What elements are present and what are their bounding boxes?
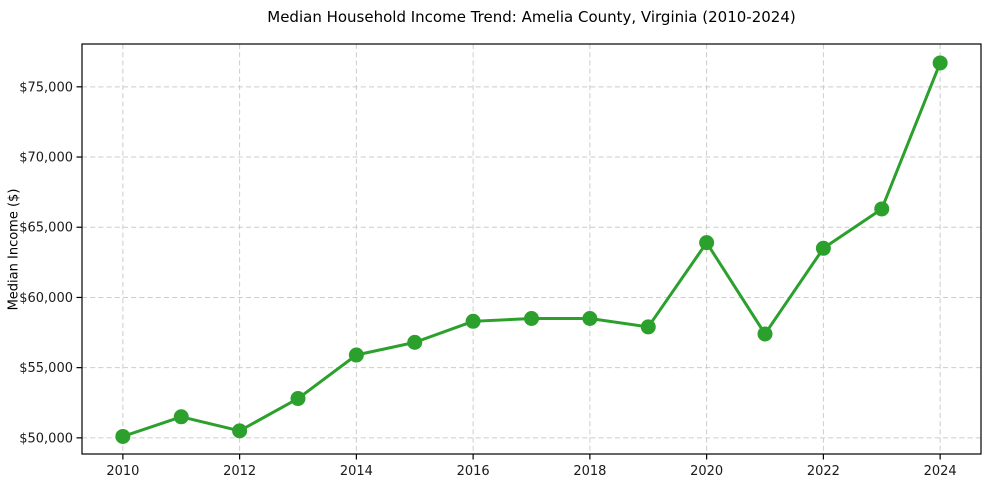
data-point-marker: [757, 326, 773, 342]
y-tick-label: $75,000: [19, 80, 73, 95]
x-tick-label: 2024: [924, 464, 957, 479]
data-point-marker: [582, 311, 598, 327]
data-point-marker: [290, 391, 306, 407]
y-tick-label: $70,000: [19, 151, 73, 166]
x-tick-label: 2012: [223, 464, 256, 479]
y-tick-label: $60,000: [19, 291, 73, 306]
y-tick-label: $65,000: [19, 221, 73, 236]
y-tick-label: $50,000: [19, 431, 73, 446]
x-tick-label: 2018: [573, 464, 606, 479]
y-tick-label: $55,000: [19, 361, 73, 376]
plot-background: [82, 44, 981, 454]
x-tick-label: 2014: [340, 464, 373, 479]
data-point-marker: [815, 240, 831, 256]
data-point-marker: [173, 409, 189, 425]
data-point-marker: [524, 311, 539, 327]
data-point-marker: [348, 347, 364, 363]
data-point-marker: [465, 313, 481, 329]
data-point-marker: [640, 319, 656, 335]
x-tick-label: 2022: [807, 464, 840, 479]
axes-frame: [81, 43, 982, 455]
x-tick-label: 2016: [457, 464, 490, 479]
data-point-marker: [932, 55, 948, 71]
data-point-marker: [874, 201, 890, 217]
chart-title: Median Household Income Trend: Amelia Co…: [267, 8, 796, 26]
data-point-marker: [407, 334, 423, 350]
x-tick-label: 2010: [106, 464, 139, 479]
data-point-marker: [232, 423, 248, 439]
data-point-marker: [699, 235, 715, 251]
x-tick-label: 2020: [690, 464, 723, 479]
data-point-marker: [115, 428, 131, 444]
